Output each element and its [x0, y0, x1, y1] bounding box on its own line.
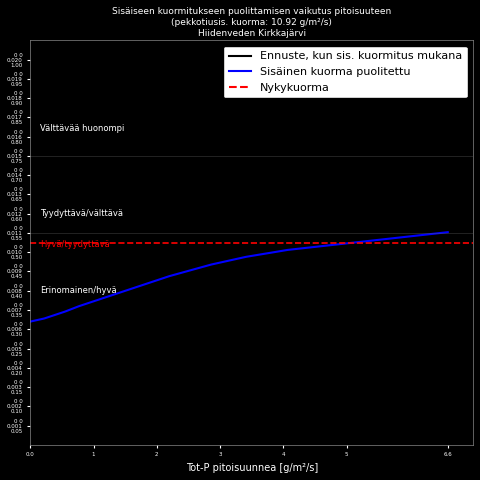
X-axis label: Tot-P pitoisuunnea [g/m²/s]: Tot-P pitoisuunnea [g/m²/s] [186, 463, 318, 473]
Text: Tyydyttävä/välttävä: Tyydyttävä/välttävä [40, 209, 123, 218]
Text: Erinomainen/hyvä: Erinomainen/hyvä [40, 286, 117, 295]
Title: Sisäiseen kuormitukseen puolittamisen vaikutus pitoisuuteen
(pekkotiusis. kuorma: Sisäiseen kuormitukseen puolittamisen va… [112, 7, 391, 38]
Legend: Ennuste, kun sis. kuormitus mukana, Sisäinen kuorma puolitettu, Nykykuorma: Ennuste, kun sis. kuormitus mukana, Sisä… [223, 46, 468, 98]
Text: Hyvä/tyydyttävä: Hyvä/tyydyttävä [40, 240, 109, 249]
Text: Välttävää huonompi: Välttävää huonompi [40, 124, 124, 133]
